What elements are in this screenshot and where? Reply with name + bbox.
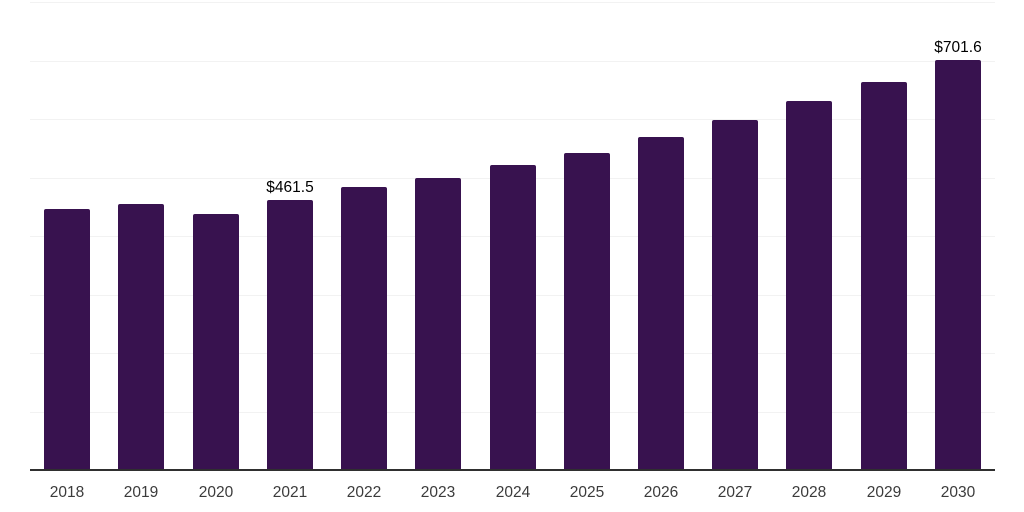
gridline (30, 119, 995, 120)
x-tick-label-2018: 2018 (49, 484, 85, 501)
gridline (30, 2, 995, 3)
x-tick-label-2027: 2027 (717, 484, 753, 501)
bar-2021 (267, 200, 313, 470)
bar-2027 (712, 120, 758, 470)
x-tick-label-2024: 2024 (495, 484, 531, 501)
x-tick-label-2029: 2029 (866, 484, 902, 501)
bar-2020 (193, 214, 239, 470)
bar-2028 (786, 101, 832, 470)
x-tick-label-2030: 2030 (940, 484, 976, 501)
x-axis-line (30, 469, 995, 471)
data-label-2030: $701.6 (934, 39, 982, 56)
gridline (30, 61, 995, 62)
x-tick-label-2025: 2025 (569, 484, 605, 501)
x-tick-label-2023: 2023 (420, 484, 456, 501)
x-tick-label-2021: 2021 (272, 484, 308, 501)
x-tick-label-2020: 2020 (198, 484, 234, 501)
bar-2029 (861, 82, 907, 470)
bar-2026 (638, 137, 684, 470)
bar-2022 (341, 187, 387, 470)
bar-2019 (118, 204, 164, 470)
bar-2025 (564, 153, 610, 470)
bar-2018 (44, 209, 90, 470)
x-tick-label-2026: 2026 (643, 484, 679, 501)
bar-2023 (415, 178, 461, 470)
x-tick-label-2028: 2028 (791, 484, 827, 501)
bar-2030 (935, 60, 981, 470)
data-label-2021: $461.5 (266, 179, 314, 196)
x-tick-label-2022: 2022 (346, 484, 382, 501)
bar-2024 (490, 165, 536, 470)
x-tick-label-2019: 2019 (123, 484, 159, 501)
